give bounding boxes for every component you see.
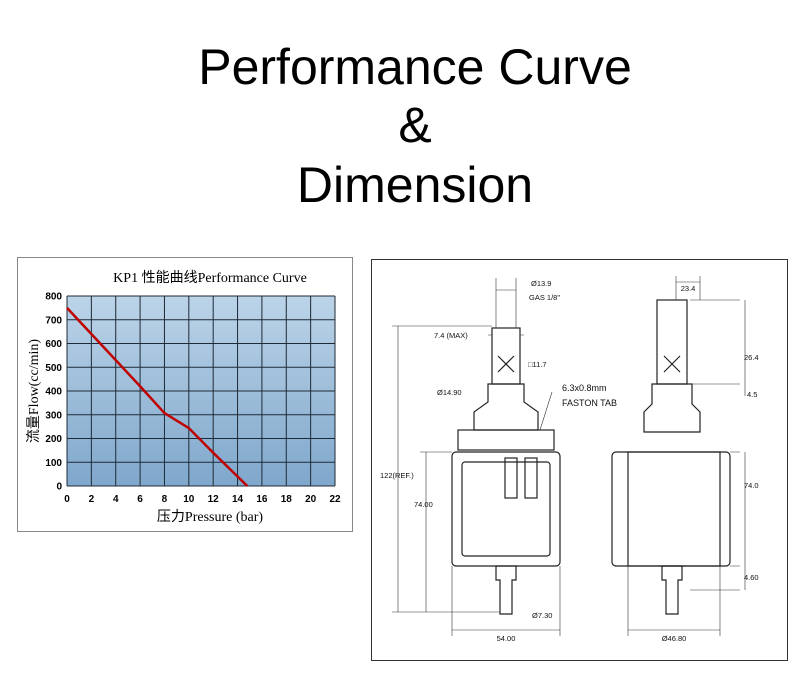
dimension-label: Ø46.80 (662, 634, 687, 643)
x-tick-label: 18 (281, 494, 293, 505)
dimension-label: FASTON TAB (562, 398, 617, 408)
shaft-mark (497, 355, 515, 373)
pump-neck (643, 383, 701, 433)
pump-flange (457, 429, 555, 451)
y-tick-label: 400 (45, 387, 62, 398)
y-tick-label: 0 (56, 482, 62, 493)
x-tick-label: 16 (256, 494, 268, 505)
y-tick-label: 600 (45, 339, 62, 350)
dimension-label: 4.5 (747, 390, 757, 399)
dimension-label: 74.00 (414, 500, 433, 509)
dimension-label: 26.4 (744, 353, 759, 362)
x-tick-label: 8 (162, 494, 168, 505)
data-line (66, 307, 249, 487)
chart-title: KP1 性能曲线Performance Curve (113, 270, 307, 286)
dimension-label: 6.3x0.8mm (562, 383, 607, 393)
x-tick-label: 22 (329, 494, 341, 505)
y-tick-label: 300 (45, 410, 62, 421)
y-tick-label: 500 (45, 363, 62, 374)
heading-line: Performance Curve (198, 39, 632, 95)
dimension-label: 122(REF.) (380, 471, 414, 480)
x-tick-label: 6 (137, 494, 143, 505)
x-tick-label: 0 (64, 494, 70, 505)
x-tick-label: 12 (208, 494, 220, 505)
x-tick-label: 4 (113, 494, 119, 505)
dimension-label: Ø13.9 (531, 279, 551, 288)
x-tick-label: 20 (305, 494, 317, 505)
faston-tab (504, 457, 518, 499)
dimension-label: 74.0 (744, 481, 759, 490)
pump-outlet (495, 565, 517, 615)
dimension-label: 54.00 (497, 634, 516, 643)
y-tick-label: 100 (45, 458, 62, 469)
x-tick-label: 14 (232, 494, 244, 505)
dimension-label: Ø14.90 (437, 388, 462, 397)
dimension-label: 7.4 (MAX) (434, 331, 468, 340)
dimension-label: GAS 1/8" (529, 293, 560, 302)
y-axis-label: 流量Flow(cc/min) (26, 339, 42, 444)
faston-tab (524, 457, 538, 499)
y-tick-label: 700 (45, 315, 62, 326)
y-tick-label: 200 (45, 434, 62, 445)
heading-line: Dimension (297, 157, 533, 213)
shaft-mark (663, 355, 681, 373)
x-tick-label: 2 (89, 494, 95, 505)
pump-outlet (661, 565, 683, 615)
x-tick-label: 10 (183, 494, 195, 505)
drawing-frame (371, 259, 788, 661)
pump-coil (461, 461, 551, 557)
y-tick-label: 800 (45, 292, 62, 303)
dimension-drawing: Ø13.9 GAS 1/8" 7.4 (MAX) □11.7 Ø14.90 6.3x0.8… (371, 259, 788, 661)
dimension-label: 4.60 (744, 573, 759, 582)
x-axis-label: 压力Pressure (bar) (157, 509, 263, 525)
dimension-label: 23.4 (681, 284, 696, 293)
dimension-label: Ø7.30 (532, 611, 552, 620)
dimension-label: □11.7 (528, 360, 547, 369)
dimension-lines (392, 276, 746, 636)
heading-line: & (398, 97, 431, 153)
